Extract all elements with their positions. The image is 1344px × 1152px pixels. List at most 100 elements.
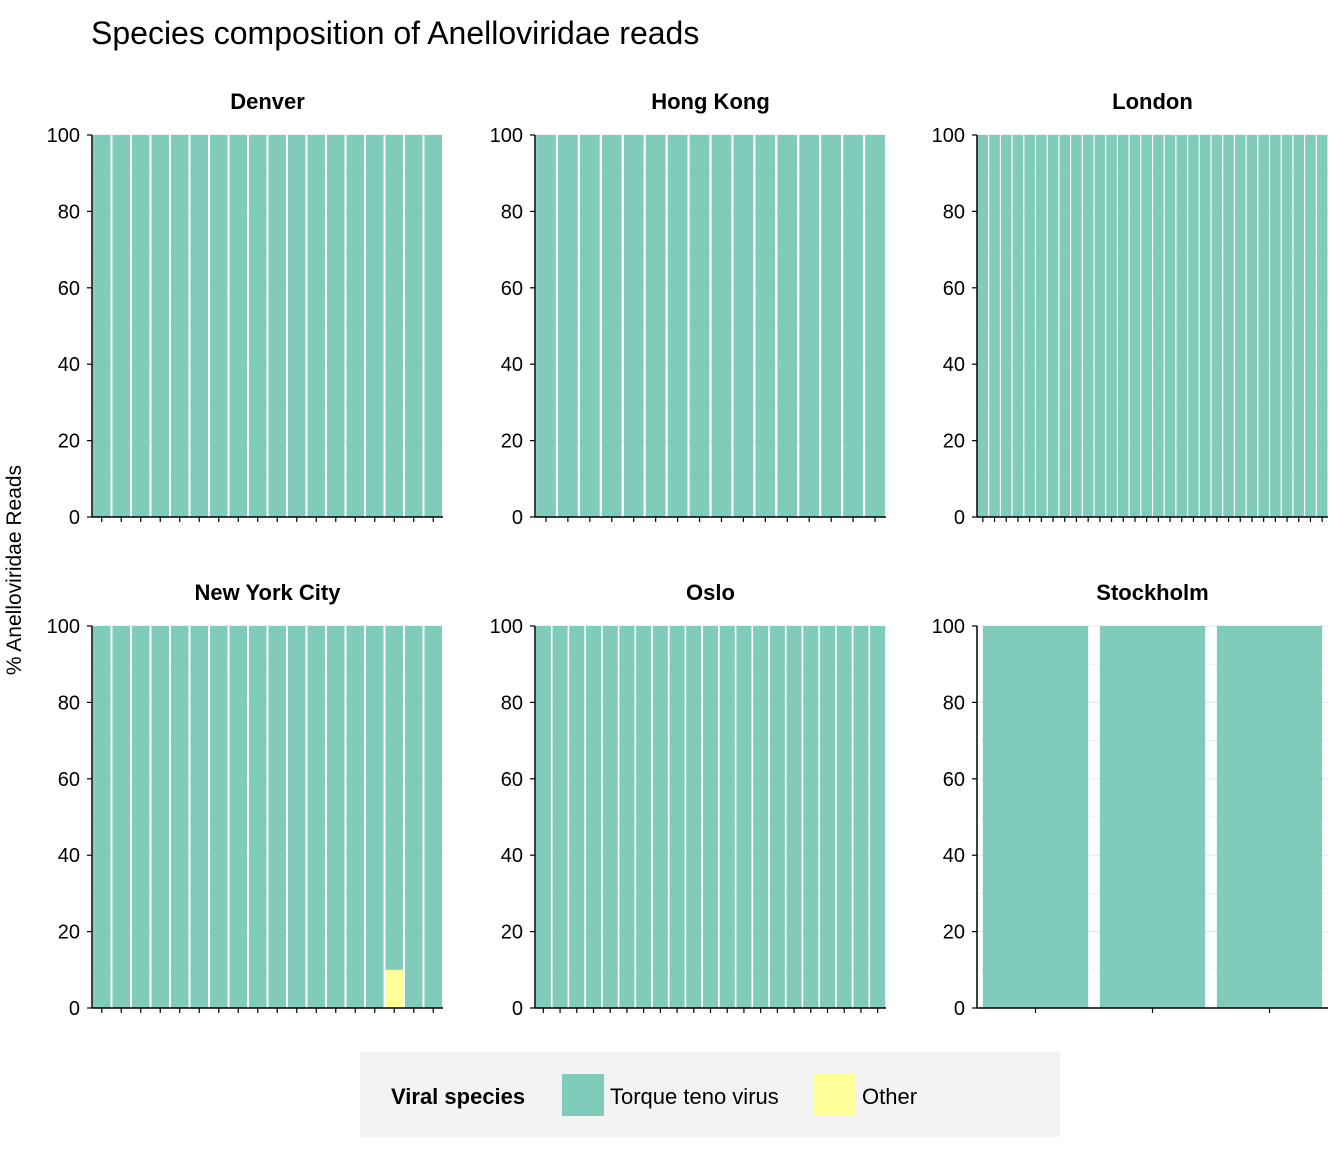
- bar-ttv: [1153, 135, 1164, 517]
- y-tick-label: 20: [943, 431, 965, 453]
- bar-ttv: [652, 626, 668, 1008]
- panel-oslo: Oslo 0 20 40 60 80 100: [490, 580, 886, 1020]
- y-tick-label: 0: [512, 507, 523, 529]
- y-tick-label: 60: [943, 278, 965, 300]
- bar-ttv: [977, 135, 989, 517]
- bar-ttv: [1059, 135, 1071, 517]
- bar-ttv: [602, 626, 618, 1008]
- y-tick-label: 100: [932, 125, 965, 147]
- y-tick-label: 20: [501, 431, 523, 453]
- bar-ttv: [1117, 135, 1129, 517]
- y-tick-label: 20: [943, 922, 965, 944]
- bar-ttv: [619, 626, 635, 1008]
- bar-ttv: [1047, 135, 1059, 517]
- bar-ttv: [1223, 135, 1234, 517]
- y-tick-label: 20: [58, 922, 80, 944]
- bar-ttv: [1012, 135, 1024, 517]
- legend-label-ttv: Torque teno virus: [610, 1084, 779, 1109]
- y-tick-label: 0: [954, 998, 965, 1020]
- facet-title: New York City: [195, 580, 342, 605]
- y-tick-label: 20: [58, 431, 80, 453]
- facet-title: Denver: [230, 89, 305, 114]
- bar-ttv: [131, 626, 150, 1008]
- bar-ttv: [190, 626, 209, 1008]
- bar-ttv: [92, 626, 111, 1008]
- bar-ttv: [645, 135, 666, 517]
- bar-ttv: [131, 135, 150, 517]
- bar-ttv: [669, 626, 685, 1008]
- bar-ttv: [636, 626, 652, 1008]
- bar-ttv: [268, 626, 287, 1008]
- bar-ttv: [1270, 135, 1281, 517]
- bar-ttv: [853, 626, 869, 1008]
- y-tick-label: 80: [58, 201, 80, 223]
- bar-ttv: [1000, 135, 1012, 517]
- y-tick-label: 0: [512, 998, 523, 1020]
- bar-ttv: [836, 626, 852, 1008]
- bar-ttv: [702, 626, 719, 1008]
- bar-ttv: [1281, 135, 1293, 517]
- bar-ttv: [92, 135, 111, 517]
- bar-ttv: [870, 626, 886, 1008]
- bar-ttv: [1293, 135, 1305, 517]
- bar-ttv: [711, 135, 732, 517]
- bar-ttv: [1216, 626, 1323, 1008]
- bar-ttv: [1106, 135, 1117, 517]
- bar-ttv: [385, 626, 404, 970]
- y-tick-label: 40: [501, 354, 523, 376]
- bar-ttv: [719, 626, 735, 1008]
- y-tick-label: 100: [47, 125, 80, 147]
- bar-ttv: [112, 135, 131, 517]
- panel-london: London 0 20 40 60 80 100: [932, 89, 1328, 529]
- y-tick-label: 100: [490, 616, 523, 638]
- y-tick-label: 80: [501, 692, 523, 714]
- y-tick-label: 80: [943, 201, 965, 223]
- bar-ttv: [326, 135, 345, 517]
- legend-swatch-ttv: [562, 1074, 604, 1116]
- bar-ttv: [112, 626, 131, 1008]
- bar-ttv: [1094, 135, 1106, 517]
- facet-title: Hong Kong: [651, 89, 770, 114]
- facet-title: Stockholm: [1096, 580, 1208, 605]
- bar-ttv: [865, 135, 885, 517]
- y-tick-label: 80: [943, 692, 965, 714]
- y-tick-label: 80: [58, 692, 80, 714]
- y-tick-label: 80: [501, 201, 523, 223]
- bar-ttv: [1071, 135, 1082, 517]
- y-tick-label: 60: [501, 278, 523, 300]
- bar-ttv: [585, 626, 602, 1008]
- bar-ttv: [733, 135, 754, 517]
- bar-ttv: [843, 135, 863, 517]
- bar-ttv: [229, 626, 248, 1008]
- bar-ttv: [769, 626, 785, 1008]
- bar-ttv: [326, 626, 345, 1008]
- bar-ttv: [151, 135, 170, 517]
- bar-ttv: [209, 626, 228, 1008]
- y-tick-label: 100: [490, 125, 523, 147]
- bar-ttv: [307, 626, 326, 1008]
- legend-label-other: Other: [862, 1084, 917, 1109]
- bar-ttv: [753, 626, 769, 1008]
- y-tick-label: 100: [932, 616, 965, 638]
- bar-ttv: [558, 135, 578, 517]
- bar-ttv: [170, 135, 189, 517]
- bar-ttv: [1211, 135, 1223, 517]
- bar-ttv: [1305, 135, 1316, 517]
- y-tick-label: 0: [69, 507, 80, 529]
- bar-ttv: [552, 626, 568, 1008]
- bar-ttv: [689, 135, 710, 517]
- bar-ttv: [982, 626, 1089, 1008]
- chart-title: Species composition of Anelloviridae rea…: [91, 15, 699, 51]
- facet-title: Oslo: [686, 580, 735, 605]
- bar-ttv: [287, 135, 306, 517]
- bar-ttv: [1316, 135, 1328, 517]
- bar-other: [385, 969, 404, 1008]
- bar-ttv: [535, 626, 551, 1008]
- bar-ttv: [365, 626, 384, 1008]
- bar-ttv: [819, 626, 836, 1008]
- bar-ttv: [1099, 626, 1206, 1008]
- bar-ttv: [803, 626, 819, 1008]
- legend-title: Viral species: [391, 1084, 525, 1109]
- y-tick-label: 100: [47, 616, 80, 638]
